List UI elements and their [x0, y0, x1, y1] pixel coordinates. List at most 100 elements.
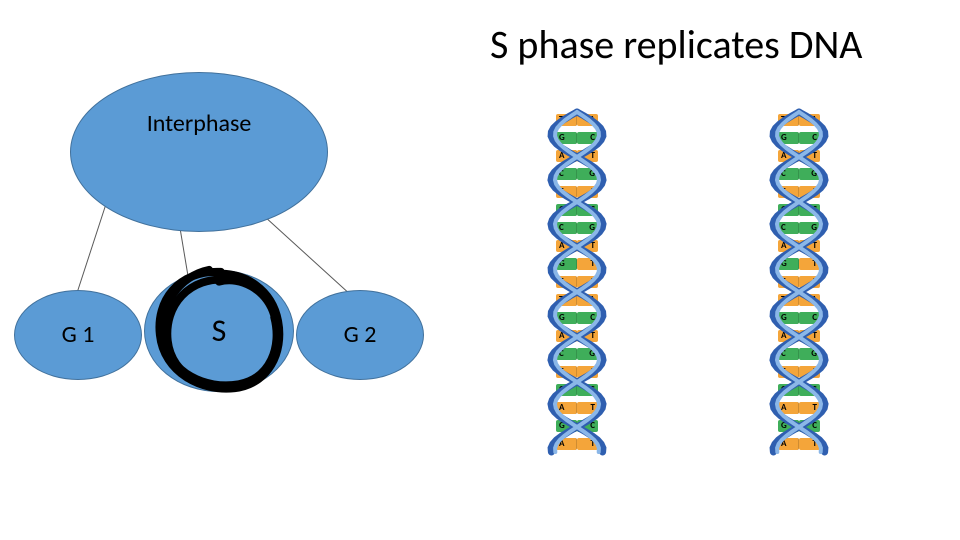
base-letter: C — [590, 418, 595, 434]
base-letter: T — [591, 436, 595, 452]
base-letter: G — [589, 166, 595, 182]
base-letter: G — [781, 130, 787, 146]
base-letter: A — [559, 238, 564, 254]
base-letter: G — [811, 220, 817, 236]
base-letter: C — [781, 382, 786, 398]
base-letter: C — [781, 166, 786, 182]
dna-rungs: TAGCATCGTAGCCGATGTTATAGCATCGTACGATGCAT — [556, 112, 598, 454]
dna-rung: CG — [778, 220, 820, 236]
base-letter: G — [559, 310, 565, 326]
base-letter: G — [559, 418, 565, 434]
slide-title: S phase replicates DNA — [490, 20, 950, 69]
base-letter: A — [812, 364, 817, 380]
base-letter: G — [811, 166, 817, 182]
base-letter: A — [781, 400, 786, 416]
dna-rung: AT — [778, 436, 820, 452]
dna-rung: AT — [556, 400, 598, 416]
base-letter: T — [591, 238, 595, 254]
dna-rung: GC — [556, 310, 598, 326]
base-letter: C — [559, 220, 564, 236]
phase-g1-label: G 1 — [15, 291, 141, 379]
base-letter: C — [812, 418, 817, 434]
dna-rung: AT — [778, 400, 820, 416]
base-letter: G — [781, 202, 787, 218]
base-letter: T — [559, 292, 563, 308]
base-letter: G — [811, 346, 817, 362]
base-letter: G — [559, 256, 565, 272]
base-letter: T — [559, 184, 563, 200]
base-letter: A — [590, 274, 595, 290]
base-letter: C — [590, 130, 595, 146]
dna-rung: GT — [778, 256, 820, 272]
base-letter: C — [812, 202, 817, 218]
base-letter: T — [559, 364, 563, 380]
dna-rung: AT — [778, 328, 820, 344]
base-letter: T — [813, 328, 817, 344]
base-letter: A — [812, 274, 817, 290]
base-letter: A — [590, 292, 595, 308]
base-letter: C — [590, 310, 595, 326]
phase-s-ellipse: S — [144, 270, 294, 392]
dna-rung: AT — [556, 436, 598, 452]
dna-rungs: TAGCATCGTAGCCGATGTTATAGCATCGTACGATGCAT — [778, 112, 820, 454]
base-letter: T — [591, 400, 595, 416]
base-letter: T — [559, 274, 563, 290]
base-letter: G — [781, 256, 787, 272]
base-letter: G — [811, 382, 817, 398]
base-letter: A — [781, 238, 786, 254]
base-letter: T — [591, 256, 595, 272]
base-letter: G — [559, 130, 565, 146]
base-letter: T — [781, 292, 785, 308]
dna-rung: TA — [778, 274, 820, 290]
phase-g2-label: G 2 — [297, 291, 423, 379]
base-letter: T — [559, 112, 563, 128]
base-letter: T — [813, 238, 817, 254]
dna-rung: TA — [778, 364, 820, 380]
base-letter: T — [813, 400, 817, 416]
base-letter: C — [812, 130, 817, 146]
base-letter: A — [559, 400, 564, 416]
base-letter: A — [590, 112, 595, 128]
phase-g1-ellipse: G 1 — [14, 290, 142, 380]
base-letter: A — [781, 436, 786, 452]
dna-rung: GC — [556, 202, 598, 218]
base-letter: A — [812, 292, 817, 308]
base-letter: G — [559, 202, 565, 218]
dna-rung: GC — [556, 130, 598, 146]
base-letter: C — [559, 346, 564, 362]
phase-s-label: S — [145, 271, 293, 391]
base-letter: C — [781, 220, 786, 236]
dna-rung: TA — [778, 184, 820, 200]
base-letter: A — [590, 364, 595, 380]
dna-rung: AT — [778, 148, 820, 164]
base-letter: C — [590, 202, 595, 218]
base-letter: G — [781, 310, 787, 326]
dna-rung: GC — [778, 310, 820, 326]
base-letter: C — [559, 382, 564, 398]
base-letter: A — [590, 184, 595, 200]
dna-rung: CG — [556, 382, 598, 398]
dna-rung: AT — [556, 238, 598, 254]
dna-helix-2: TAGCATCGTAGCCGATGTTATAGCATCGTACGATGCAT — [778, 112, 820, 462]
base-letter: T — [781, 274, 785, 290]
base-letter: T — [781, 112, 785, 128]
base-letter: T — [591, 148, 595, 164]
base-letter: G — [781, 418, 787, 434]
base-letter: C — [559, 166, 564, 182]
base-letter: T — [813, 436, 817, 452]
base-letter: T — [591, 328, 595, 344]
base-letter: A — [781, 328, 786, 344]
dna-rung: TA — [778, 292, 820, 308]
base-letter: T — [781, 364, 785, 380]
dna-rung: GC — [778, 202, 820, 218]
base-letter: A — [559, 328, 564, 344]
base-letter: C — [781, 346, 786, 362]
base-letter: A — [812, 184, 817, 200]
base-letter: G — [589, 346, 595, 362]
dna-rung: TA — [556, 364, 598, 380]
dna-rung: GC — [556, 418, 598, 434]
dna-rung: CG — [778, 166, 820, 182]
base-letter: T — [781, 184, 785, 200]
dna-rung: TA — [556, 112, 598, 128]
base-letter: A — [781, 148, 786, 164]
